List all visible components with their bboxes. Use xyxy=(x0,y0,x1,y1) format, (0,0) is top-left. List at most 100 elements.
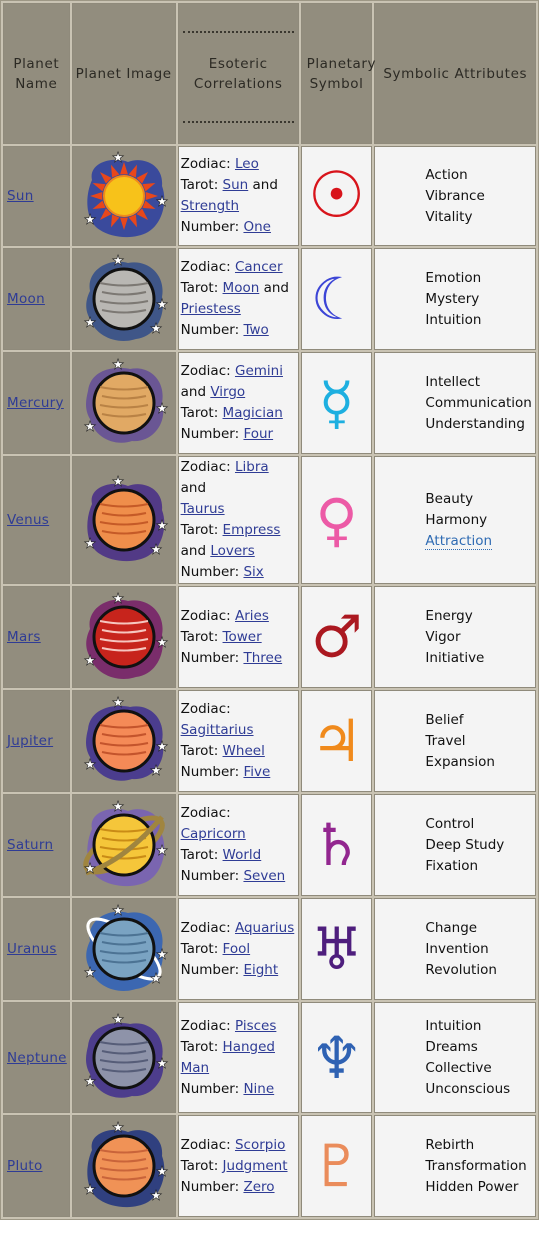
zodiac-link[interactable]: Scorpio xyxy=(234,1136,286,1153)
zodiac-link[interactable]: Gemini xyxy=(234,363,283,379)
number-label: Number: xyxy=(180,649,240,666)
number-label: Number: xyxy=(180,961,240,978)
planet-texture xyxy=(99,404,148,409)
zodiac-link[interactable]: Cancer xyxy=(234,259,283,275)
number-link[interactable]: Four xyxy=(243,426,274,442)
zodiac-link[interactable]: Aquarius xyxy=(234,919,295,936)
correlations-cell: Zodiac: Gemini and Virgo Tarot: Magician Nu… xyxy=(177,352,299,454)
planet-texture xyxy=(99,846,148,851)
planet-name-link[interactable]: Pluto xyxy=(7,1158,43,1174)
tarot-label: Tarot: xyxy=(180,280,219,296)
planet-texture xyxy=(101,855,146,860)
tarot-link[interactable]: Lovers xyxy=(210,543,255,559)
tarot-link[interactable]: Tower xyxy=(222,628,262,645)
star-icon: ★ xyxy=(155,739,168,755)
zodiac-link[interactable]: Leo xyxy=(234,156,259,172)
planetary-symbol-glyph: ♄ xyxy=(310,811,363,879)
planet-body xyxy=(92,488,156,552)
planet-texture xyxy=(101,733,146,738)
zodiac-link[interactable]: Sagittarius xyxy=(180,722,254,738)
zodiac-link[interactable]: Aries xyxy=(234,607,269,624)
number-link[interactable]: Six xyxy=(243,564,264,580)
attributes-cell: Control Deep Study Fixation xyxy=(374,794,536,896)
number-link[interactable]: Five xyxy=(243,764,271,780)
planet-body xyxy=(102,175,145,217)
zodiac-link[interactable]: Capricorn xyxy=(180,826,246,842)
attribute-text: Energy xyxy=(425,607,473,624)
planet-name-link[interactable]: Sun xyxy=(7,188,34,204)
planet-texture xyxy=(99,1058,148,1063)
number-link[interactable]: Two xyxy=(243,322,269,338)
sun-ray xyxy=(145,192,158,200)
correlations-cell: Zodiac: Scorpio Tarot: Judgment Number: Ze… xyxy=(177,1115,299,1217)
planet-image-cell: ★ ★ ★ xyxy=(71,586,176,688)
tarot-link[interactable]: Sun xyxy=(222,177,249,193)
tarot-link[interactable]: Fool xyxy=(222,940,251,957)
number-label: Number: xyxy=(180,1178,240,1195)
number-link[interactable]: Seven xyxy=(243,868,286,884)
tarot-link[interactable]: Man xyxy=(180,1059,210,1076)
planet-name-link[interactable]: Mars xyxy=(7,629,41,645)
star-icon: ★ xyxy=(111,253,124,269)
attributes-cell: Rebirth Transformation Hidden Power xyxy=(374,1115,536,1217)
zodiac-link[interactable]: Pisces xyxy=(234,1017,277,1034)
tarot-label: Tarot: xyxy=(180,743,219,759)
planet-name-link[interactable]: Moon xyxy=(7,291,45,307)
zodiac-link[interactable]: Taurus xyxy=(180,501,225,517)
sun-ray xyxy=(119,217,128,230)
tarot-label: Tarot: xyxy=(180,847,219,863)
number-link[interactable]: One xyxy=(243,219,271,235)
symbol-cell: ♂ xyxy=(300,586,373,688)
planet-texture xyxy=(99,521,148,526)
sun-ray xyxy=(136,171,148,184)
header-symbolic-attributes: Symbolic Attributes xyxy=(374,3,536,144)
zodiac-link[interactable]: Libra xyxy=(234,459,269,475)
attributes-cell: Change Invention Revolution xyxy=(374,898,536,1000)
header-planet-image: Planet Image xyxy=(71,3,176,144)
attribute-text: Vigor xyxy=(425,628,461,645)
tarot-link[interactable]: World xyxy=(222,847,262,863)
planet-name-link[interactable]: Saturn xyxy=(7,837,54,853)
number-link[interactable]: Three xyxy=(243,649,283,666)
planet-name-link[interactable]: Uranus xyxy=(7,941,57,957)
tarot-label: Tarot: xyxy=(180,940,219,957)
tarot-link[interactable]: Wheel xyxy=(222,743,265,759)
tarot-link[interactable]: Priestess xyxy=(180,301,241,317)
star-icon: ★ xyxy=(111,1120,124,1136)
number-label: Number: xyxy=(180,322,240,338)
planet-body xyxy=(92,371,156,435)
and-text: and xyxy=(252,177,278,193)
tarot-link[interactable]: Hanged xyxy=(222,1038,275,1055)
number-label: Number: xyxy=(180,1080,240,1097)
tarot-link[interactable]: Magician xyxy=(222,405,283,421)
attribute-text: Fixation xyxy=(425,857,479,874)
star-icon: ★ xyxy=(83,536,96,552)
number-link[interactable]: Nine xyxy=(243,1080,275,1097)
attribute-text: Hidden Power xyxy=(425,1178,519,1195)
zodiac-link[interactable]: Virgo xyxy=(210,384,246,400)
attribute-text: Belief xyxy=(425,711,464,728)
number-link[interactable]: Zero xyxy=(243,1178,275,1195)
planet-name-link[interactable]: Jupiter xyxy=(7,733,54,749)
correlations-cell: Zodiac: Libra and Taurus Tarot: Empress and… xyxy=(177,456,299,584)
header-planet-name: Planet Name xyxy=(3,3,70,144)
attribute-link[interactable]: Attraction xyxy=(425,532,493,550)
tarot-link[interactable]: Strength xyxy=(180,198,240,214)
star-icon: ★ xyxy=(149,971,162,987)
planet-name-link[interactable]: Venus xyxy=(7,512,50,528)
attribute-text: Beauty xyxy=(425,490,474,507)
planet-texture xyxy=(99,742,148,747)
planet-name-cell: Sun xyxy=(3,146,70,246)
planet-name-link[interactable]: Mercury xyxy=(7,395,64,411)
zodiac-label: Zodiac: xyxy=(180,459,231,475)
planet-image-cell: ★ ★ ★ xyxy=(71,352,176,454)
number-link[interactable]: Eight xyxy=(243,961,279,978)
planet-name-cell: Jupiter xyxy=(3,690,70,792)
tarot-link[interactable]: Empress xyxy=(222,522,281,538)
tarot-link[interactable]: Moon xyxy=(222,280,260,296)
saturn-planet-icon: ★ ★ ★ xyxy=(82,799,168,887)
sun-ray xyxy=(128,164,137,178)
planet-name-link[interactable]: Neptune xyxy=(7,1049,67,1066)
tarot-link[interactable]: Judgment xyxy=(222,1157,288,1174)
correlations-cell: Zodiac: Capricorn Tarot: World Number: Sev… xyxy=(177,794,299,896)
